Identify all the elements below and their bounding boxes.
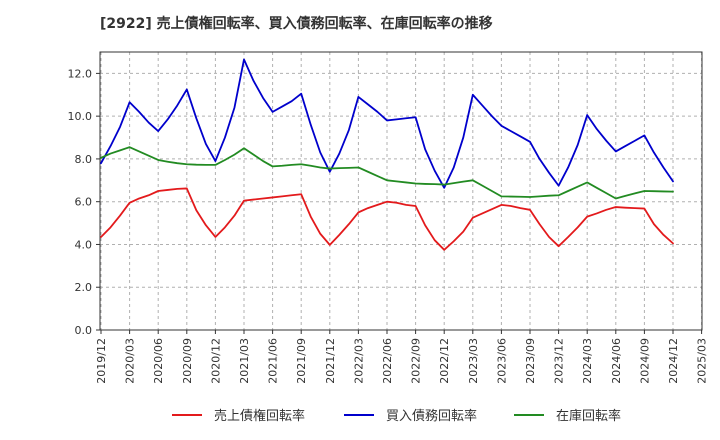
x-tick-label: 2024/03 <box>581 338 594 384</box>
x-tick-label: 2024/06 <box>610 338 623 384</box>
chart-title: [2922] 売上債権回転率、買入債務回転率、在庫回転率の推移 <box>100 16 493 32</box>
x-tick-label: 2023/12 <box>553 338 566 384</box>
x-tick-label: 2023/06 <box>495 338 508 384</box>
y-axis: 0.0 2.0 4.0 6.0 8.0 10.0 12.0 <box>68 67 100 337</box>
x-tick-label: 2022/03 <box>352 338 365 384</box>
y-tick-label: 0.0 <box>75 324 93 337</box>
x-tick-label: 2021/06 <box>267 338 280 384</box>
x-tick-label: 2022/06 <box>381 338 394 384</box>
grid-lines <box>100 52 703 331</box>
legend-label-1: 売上債権回転率 <box>214 408 305 424</box>
x-tick-label: 2020/03 <box>124 338 137 384</box>
y-tick-label: 4.0 <box>75 238 93 251</box>
plot-area-frame <box>99 51 703 331</box>
y-tick-label: 6.0 <box>75 196 93 209</box>
y-tick-label: 8.0 <box>75 153 93 166</box>
x-tick-label: 2025/03 <box>696 338 709 384</box>
legend-label-2: 買入債務回転率 <box>386 408 477 424</box>
y-tick-label: 10.0 <box>68 110 93 123</box>
x-tick-label: 2020/12 <box>209 338 222 384</box>
x-tick-label: 2023/09 <box>524 338 537 384</box>
series-line-1 <box>100 187 674 251</box>
y-tick-label: 12.0 <box>68 67 93 80</box>
x-tick-label: 2021/03 <box>238 338 251 384</box>
series-line-3 <box>100 146 674 200</box>
y-tick-label: 2.0 <box>75 281 93 294</box>
x-tick-label: 2021/09 <box>295 338 308 384</box>
legend: 売上債権回転率 買入債務回転率 在庫回転率 <box>172 408 621 424</box>
series-lines <box>100 58 674 251</box>
x-tick-label: 2024/12 <box>667 338 680 384</box>
x-tick-label: 2023/03 <box>467 338 480 384</box>
series-line-2 <box>100 58 674 189</box>
x-tick-label: 2020/09 <box>181 338 194 384</box>
x-axis: 2019/12 2020/03 2020/06 2020/09 2020/12 2021/… <box>95 330 709 384</box>
x-tick-label: 2021/12 <box>324 338 337 384</box>
x-tick-label: 2024/09 <box>638 338 651 384</box>
x-tick-label: 2022/09 <box>410 338 423 384</box>
legend-label-3: 在庫回転率 <box>556 408 621 424</box>
x-tick-label: 2022/12 <box>438 338 451 384</box>
x-tick-label: 2020/06 <box>152 338 165 384</box>
x-tick-label: 2019/12 <box>95 338 108 384</box>
